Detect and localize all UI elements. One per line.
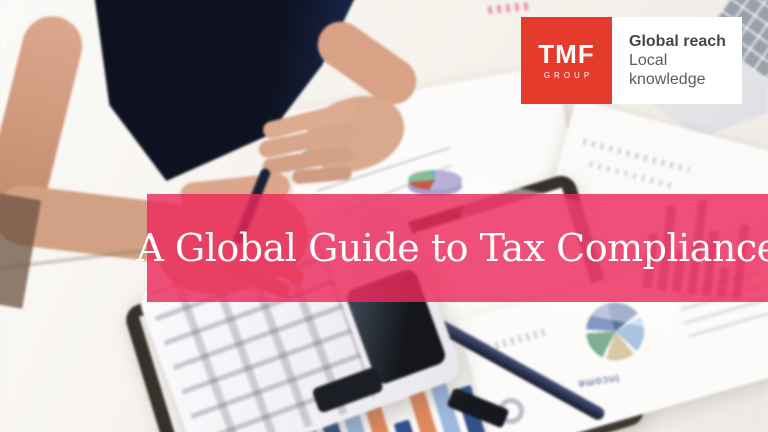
pie-chart-3d [408,170,462,190]
income-label: Income [576,371,620,391]
tagline-line2: Local knowledge [629,51,706,89]
tmf-logo-tagline: Global reach Local knowledge [612,17,742,104]
tmf-logo-group: GROUP [543,71,594,80]
under-desk [0,193,42,309]
paper-tick-marks [487,1,533,15]
page-title: A Global Guide to Tax Compliance [136,226,768,270]
title-banner: A Global Guide to Tax Compliance [136,194,768,302]
tagline-line1: Global reach [629,32,726,50]
tmf-logo: TMF GROUP Global reach Local knowledge [521,17,742,104]
tmf-logo-mark: TMF GROUP [521,17,612,104]
tmf-logo-name: TMF [538,39,595,69]
